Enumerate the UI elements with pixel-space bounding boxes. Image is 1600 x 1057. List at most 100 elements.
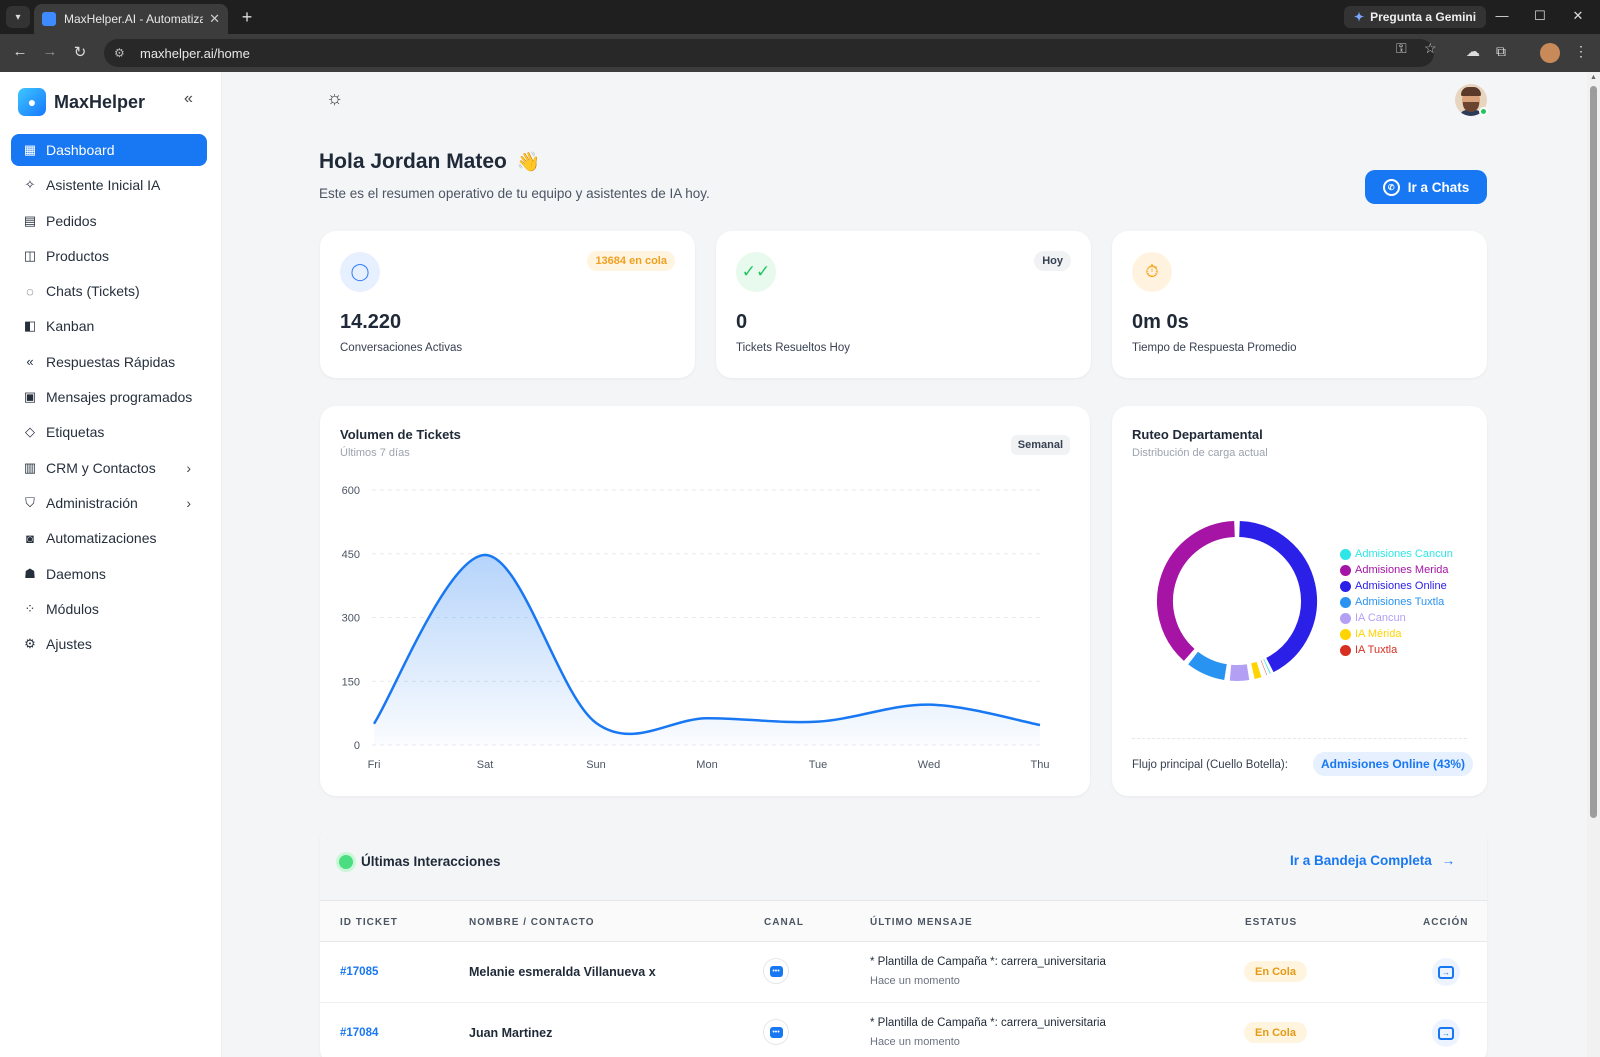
chevron-right-icon: ›: [186, 494, 191, 511]
legend-item[interactable]: Admisiones Merida: [1340, 562, 1453, 578]
legend-item[interactable]: Admisiones Tuxtla: [1340, 594, 1453, 610]
card-title: Ruteo Departamental: [1132, 427, 1263, 442]
close-tab-icon[interactable]: ✕: [209, 11, 220, 26]
legend-item[interactable]: IA Cancun: [1340, 610, 1453, 626]
bottleneck-label: Flujo principal (Cuello Botella):: [1132, 759, 1288, 771]
latest-interactions-card: Últimas Interacciones Ir a Bandeja Compl…: [320, 825, 1487, 1057]
donut-slice: [1239, 521, 1317, 673]
sidebar-item-label: Automatizaciones: [46, 530, 157, 547]
daemon-icon: ☗: [24, 565, 36, 581]
legend-swatch: [1340, 612, 1351, 624]
legend-item[interactable]: IA Tuxtla: [1340, 642, 1453, 658]
sidebar-item-label: Mensajes programados: [46, 389, 193, 406]
column-header: ID TICKET: [340, 917, 398, 928]
legend-swatch: [1340, 580, 1351, 592]
sidebar-item-crm[interactable]: ▥ CRM y Contactos ›: [11, 452, 207, 484]
sidebar-item-ajustes[interactable]: ⚙ Ajustes: [11, 628, 207, 660]
modules-icon: ⁘: [24, 600, 36, 616]
legend-label: Admisiones Cancun: [1355, 548, 1453, 560]
interactions-title: Últimas Interacciones: [361, 854, 501, 869]
sidebar-item-label: Ajustes: [46, 636, 92, 653]
reload-icon[interactable]: ↻: [73, 44, 87, 61]
gemini-button[interactable]: ✦ Pregunta a Gemini: [1344, 6, 1487, 28]
donut-slice: [1251, 661, 1262, 680]
sidebar-item-label: Respuestas Rápidas: [46, 353, 176, 370]
scroll-up-icon[interactable]: ▲: [1590, 74, 1597, 81]
table-header: ID TICKET NOMBRE / CONTACTO CANAL ÚLTIMO…: [320, 900, 1487, 942]
sidebar-item-etiquetas[interactable]: ◇ Etiquetas: [11, 416, 207, 448]
sidebar-item-label: Dashboard: [46, 142, 115, 158]
sidebar-item-label: Asistente Inicial IA: [46, 177, 161, 194]
sidebar-item-respuestas[interactable]: « Respuestas Rápidas: [11, 346, 207, 378]
url-field[interactable]: ⚙ maxhelper.ai/home: [104, 39, 1434, 67]
go-to-inbox-link[interactable]: Ir a Bandeja Completa →: [1290, 853, 1455, 868]
stat-card-conversaciones: ◯ 13684 en cola 14.220 Conversaciones Ac…: [320, 231, 695, 378]
receipt-icon: ▤: [23, 212, 37, 228]
whatsapp-icon: ✆: [1382, 178, 1400, 196]
stat-card-tiempo: ⏱ 0m 0s Tiempo de Respuesta Promedio: [1112, 231, 1487, 378]
sidebar-item-automatizaciones[interactable]: ◙ Automatizaciones: [11, 522, 207, 554]
back-icon[interactable]: ←: [12, 43, 28, 60]
sidebar-item-label: Kanban: [46, 318, 95, 335]
legend-swatch: [1340, 564, 1351, 576]
ticket-id-link[interactable]: #17084: [340, 1027, 379, 1039]
legend-item[interactable]: Admisiones Online: [1340, 578, 1453, 594]
profile-avatar[interactable]: [1540, 43, 1560, 63]
sidebar-item-asistente[interactable]: ✧ Asistente Inicial IA: [11, 169, 207, 201]
reply-all-icon: «: [26, 354, 34, 370]
bookmark-star-icon[interactable]: ☆: [1424, 40, 1437, 56]
user-avatar[interactable]: [1455, 84, 1487, 116]
sidebar-item-daemons[interactable]: ☗ Daemons: [11, 558, 207, 590]
new-tab-icon[interactable]: +: [241, 7, 253, 27]
donut-slice: [1229, 664, 1250, 681]
brand[interactable]: ● MaxHelper: [18, 88, 145, 116]
sidebar-item-chats[interactable]: ◌ Chats (Tickets): [11, 275, 207, 307]
sidebar-item-pedidos[interactable]: ▤ Pedidos: [11, 205, 207, 237]
y-tick-label: 450: [342, 549, 360, 561]
ticket-id-link[interactable]: #17085: [340, 966, 379, 978]
sidebar-item-administracion[interactable]: ⛉ Administración ›: [11, 487, 207, 519]
forward-icon[interactable]: →: [42, 43, 58, 60]
x-tick-label: Fri: [368, 759, 381, 771]
table-row[interactable]: #17085 Melanie esmeralda Villanueva x ••…: [320, 942, 1487, 1003]
kanban-icon: ◧: [23, 318, 37, 334]
go-to-chats-button[interactable]: ✆ Ir a Chats: [1365, 170, 1487, 204]
bag-icon: ◫: [23, 247, 37, 263]
browser-tab-bar: ▾ MaxHelper.AI - Automatiza tu a ✕ + ✦ P…: [0, 0, 1600, 34]
close-window-icon[interactable]: ✕: [1572, 8, 1584, 23]
maximize-icon[interactable]: ☐: [1534, 8, 1546, 23]
tab-search-icon[interactable]: ▾: [6, 6, 30, 28]
table-row[interactable]: #17084 Juan Martinez ••• * Plantilla de …: [320, 1003, 1487, 1057]
browser-tab[interactable]: MaxHelper.AI - Automatiza tu a ✕: [34, 4, 228, 34]
weekly-badge[interactable]: Semanal: [1010, 435, 1070, 455]
sidebar-item-mensajes[interactable]: ▣ Mensajes programados: [11, 381, 207, 413]
theme-toggle-sun-icon[interactable]: ☼: [326, 88, 344, 109]
cloud-icon[interactable]: ☁: [1466, 43, 1480, 59]
password-key-icon[interactable]: ⚿: [1396, 40, 1407, 56]
donut-legend: Admisiones Cancun Admisiones Merida Admisi…: [1340, 546, 1453, 658]
sidebar-item-label: Módulos: [46, 600, 99, 617]
legend-item[interactable]: IA Mérida: [1340, 626, 1453, 642]
legend-swatch: [1340, 548, 1351, 560]
extensions-icon[interactable]: ⧉: [1496, 43, 1506, 59]
chrome-menu-icon[interactable]: ⋮: [1574, 43, 1588, 59]
sidebar-item-modulos[interactable]: ⁘ Módulos: [11, 593, 207, 625]
shield-user-icon: ⛉: [25, 494, 35, 510]
go-to-chats-label: Ir a Chats: [1407, 179, 1470, 195]
site-info-icon[interactable]: ⚙: [114, 46, 125, 60]
go-to-inbox-label: Ir a Bandeja Completa: [1290, 853, 1432, 868]
sidebar-item-kanban[interactable]: ◧ Kanban: [11, 310, 207, 342]
sidebar-item-label: Administración: [46, 494, 138, 511]
collapse-sidebar-icon[interactable]: «: [184, 90, 193, 107]
y-tick-label: 300: [342, 613, 360, 625]
sidebar-item-productos[interactable]: ◫ Productos: [11, 240, 207, 272]
today-badge: Hoy: [1034, 251, 1071, 271]
open-chat-icon[interactable]: →: [1432, 958, 1460, 986]
legend-item[interactable]: Admisiones Cancun: [1340, 546, 1453, 562]
sidebar-item-dashboard[interactable]: ▦ Dashboard: [11, 134, 207, 166]
minimize-icon[interactable]: —: [1495, 8, 1509, 23]
page-title: Hola Jordan Mateo 👋: [319, 150, 540, 174]
page-scrollbar[interactable]: ▲: [1587, 72, 1600, 1057]
open-chat-icon[interactable]: →: [1432, 1019, 1460, 1047]
scrollbar-thumb[interactable]: [1590, 86, 1597, 818]
